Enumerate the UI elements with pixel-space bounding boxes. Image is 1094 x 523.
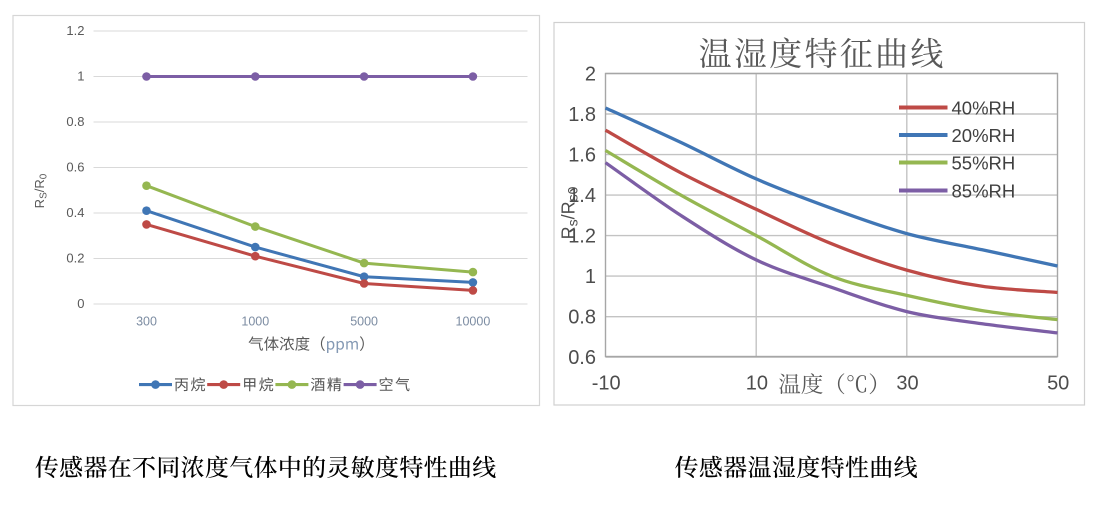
svg-text:0.8: 0.8 — [568, 307, 596, 329]
svg-text:RS/R0: RS/R0 — [32, 173, 50, 208]
svg-text:20%RH: 20%RH — [952, 125, 1016, 146]
svg-text:10000: 10000 — [456, 315, 491, 329]
svg-text:1000: 1000 — [241, 315, 269, 329]
svg-text:Rs/Rs0: Rs/Rs0 — [559, 186, 581, 239]
svg-text:1: 1 — [585, 266, 596, 288]
svg-text:0.6: 0.6 — [66, 160, 84, 175]
svg-text:0: 0 — [77, 296, 84, 311]
svg-text:10: 10 — [746, 373, 768, 395]
svg-text:5000: 5000 — [350, 315, 378, 329]
svg-text:50: 50 — [1047, 373, 1069, 395]
svg-text:1.4: 1.4 — [568, 185, 596, 207]
svg-text:-10: -10 — [592, 373, 621, 395]
svg-text:55%RH: 55%RH — [952, 152, 1016, 173]
svg-text:0.8: 0.8 — [66, 114, 84, 129]
svg-text:300: 300 — [136, 315, 157, 329]
svg-text:30: 30 — [896, 373, 918, 395]
svg-text:1.2: 1.2 — [66, 23, 84, 38]
svg-text:1.2: 1.2 — [568, 225, 596, 247]
svg-text:0.2: 0.2 — [66, 251, 84, 266]
svg-text:40%RH: 40%RH — [952, 97, 1016, 118]
svg-text:0.6: 0.6 — [568, 347, 596, 369]
svg-text:0.4: 0.4 — [66, 205, 84, 220]
svg-text:1.8: 1.8 — [568, 104, 596, 126]
svg-text:1.6: 1.6 — [568, 144, 596, 166]
svg-text:2: 2 — [585, 63, 596, 85]
svg-text:85%RH: 85%RH — [952, 180, 1016, 201]
svg-text:1: 1 — [77, 69, 84, 84]
